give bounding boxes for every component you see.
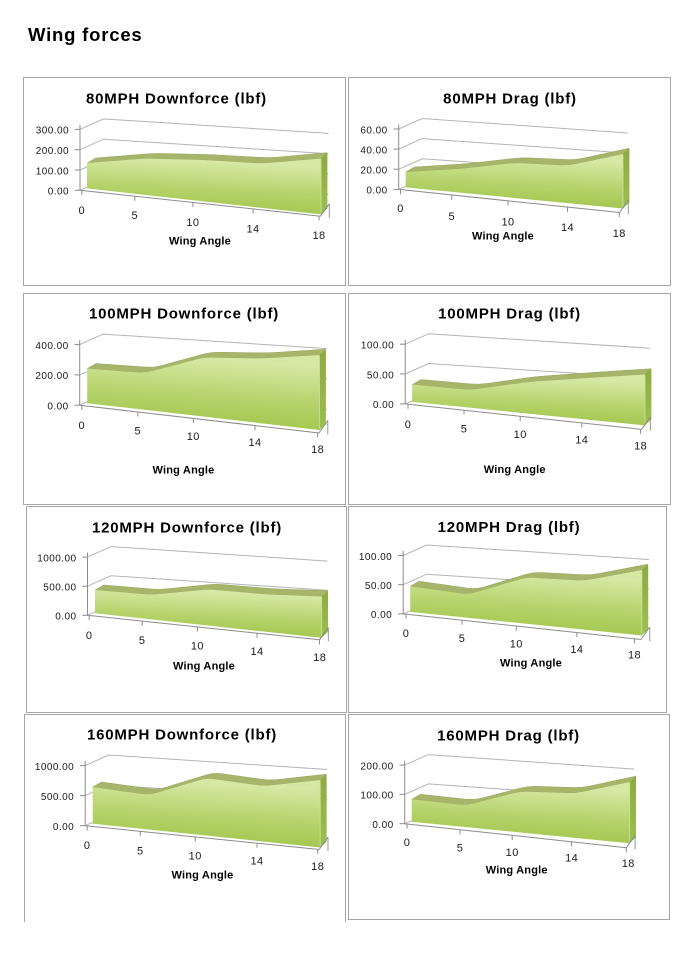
svg-text:Wing Angle: Wing Angle — [153, 465, 215, 477]
svg-text:50.00: 50.00 — [367, 370, 394, 381]
svg-text:0: 0 — [405, 419, 412, 431]
svg-text:200.00: 200.00 — [36, 146, 69, 157]
svg-text:Wing Angle: Wing Angle — [172, 869, 234, 881]
svg-text:0.00: 0.00 — [53, 822, 74, 833]
svg-text:0: 0 — [403, 628, 410, 640]
svg-text:Wing Angle: Wing Angle — [500, 658, 562, 670]
svg-text:10: 10 — [506, 847, 519, 859]
svg-text:100.00: 100.00 — [360, 791, 393, 802]
svg-text:0.00: 0.00 — [373, 400, 394, 411]
svg-text:Wing Angle: Wing Angle — [169, 235, 231, 247]
svg-text:160MPH Drag (lbf): 160MPH Drag (lbf) — [437, 727, 580, 744]
svg-text:200.00: 200.00 — [360, 761, 393, 772]
svg-text:0: 0 — [84, 840, 91, 852]
svg-text:120MPH Drag (lbf): 120MPH Drag (lbf) — [438, 519, 581, 536]
svg-text:14: 14 — [570, 644, 583, 656]
svg-text:18: 18 — [613, 228, 626, 240]
svg-text:14: 14 — [246, 223, 259, 235]
svg-text:500.00: 500.00 — [43, 583, 76, 594]
svg-text:20.00: 20.00 — [360, 166, 387, 177]
svg-text:18: 18 — [312, 230, 325, 242]
svg-text:100.00: 100.00 — [361, 341, 394, 352]
svg-text:80MPH Drag (lbf): 80MPH Drag (lbf) — [443, 90, 577, 107]
svg-text:14: 14 — [565, 853, 578, 865]
svg-text:60.00: 60.00 — [360, 125, 387, 136]
svg-text:18: 18 — [628, 649, 641, 661]
svg-text:5: 5 — [132, 210, 139, 222]
svg-text:0: 0 — [86, 630, 93, 642]
svg-text:Wing Angle: Wing Angle — [472, 231, 534, 243]
svg-text:80MPH Downforce (lbf): 80MPH Downforce (lbf) — [86, 90, 267, 107]
svg-text:5: 5 — [137, 845, 144, 857]
svg-text:0.00: 0.00 — [366, 186, 387, 197]
svg-text:14: 14 — [250, 855, 263, 867]
svg-text:10: 10 — [510, 638, 523, 650]
svg-text:5: 5 — [449, 211, 456, 223]
svg-text:100.00: 100.00 — [36, 166, 69, 177]
svg-text:0: 0 — [404, 837, 411, 849]
svg-text:Wing Angle: Wing Angle — [173, 661, 235, 673]
svg-text:1000.00: 1000.00 — [35, 762, 74, 773]
svg-text:0.00: 0.00 — [372, 820, 393, 831]
svg-text:0.00: 0.00 — [48, 187, 69, 198]
svg-text:50.00: 50.00 — [365, 581, 392, 592]
svg-text:100MPH Drag (lbf): 100MPH Drag (lbf) — [438, 306, 581, 323]
svg-text:14: 14 — [250, 646, 263, 658]
svg-text:400.00: 400.00 — [35, 341, 68, 352]
svg-text:14: 14 — [561, 222, 574, 234]
svg-text:100.00: 100.00 — [359, 552, 392, 563]
svg-text:500.00: 500.00 — [41, 792, 74, 803]
svg-text:10: 10 — [514, 429, 527, 441]
svg-text:18: 18 — [634, 441, 647, 453]
svg-text:10: 10 — [191, 640, 204, 652]
svg-text:0.00: 0.00 — [55, 612, 76, 623]
svg-text:120MPH Downforce (lbf): 120MPH Downforce (lbf) — [92, 519, 282, 536]
svg-text:14: 14 — [575, 435, 588, 447]
svg-text:14: 14 — [248, 437, 261, 449]
svg-text:40.00: 40.00 — [360, 145, 387, 156]
svg-text:5: 5 — [139, 635, 146, 647]
svg-text:0: 0 — [79, 205, 86, 217]
svg-text:Wing Angle: Wing Angle — [484, 464, 546, 476]
svg-text:5: 5 — [459, 633, 466, 645]
svg-text:18: 18 — [311, 444, 324, 456]
svg-text:300.00: 300.00 — [36, 126, 69, 137]
svg-text:100MPH Downforce (lbf): 100MPH Downforce (lbf) — [89, 306, 279, 323]
svg-text:10: 10 — [189, 850, 202, 862]
svg-text:200.00: 200.00 — [35, 371, 68, 382]
svg-text:5: 5 — [135, 426, 142, 438]
svg-text:160MPH Downforce (lbf): 160MPH Downforce (lbf) — [87, 726, 277, 743]
svg-text:1000.00: 1000.00 — [37, 553, 76, 564]
svg-text:10: 10 — [186, 217, 199, 229]
svg-text:5: 5 — [457, 842, 464, 854]
svg-text:0: 0 — [79, 420, 86, 432]
svg-text:5: 5 — [461, 424, 468, 436]
svg-text:18: 18 — [313, 652, 326, 664]
svg-text:Wing Angle: Wing Angle — [486, 865, 548, 877]
svg-text:10: 10 — [187, 431, 200, 443]
svg-text:10: 10 — [501, 216, 514, 228]
svg-text:0.00: 0.00 — [371, 610, 392, 621]
svg-text:0.00: 0.00 — [47, 402, 68, 413]
svg-text:0: 0 — [397, 203, 404, 215]
svg-text:18: 18 — [622, 858, 635, 870]
svg-text:18: 18 — [311, 861, 324, 873]
